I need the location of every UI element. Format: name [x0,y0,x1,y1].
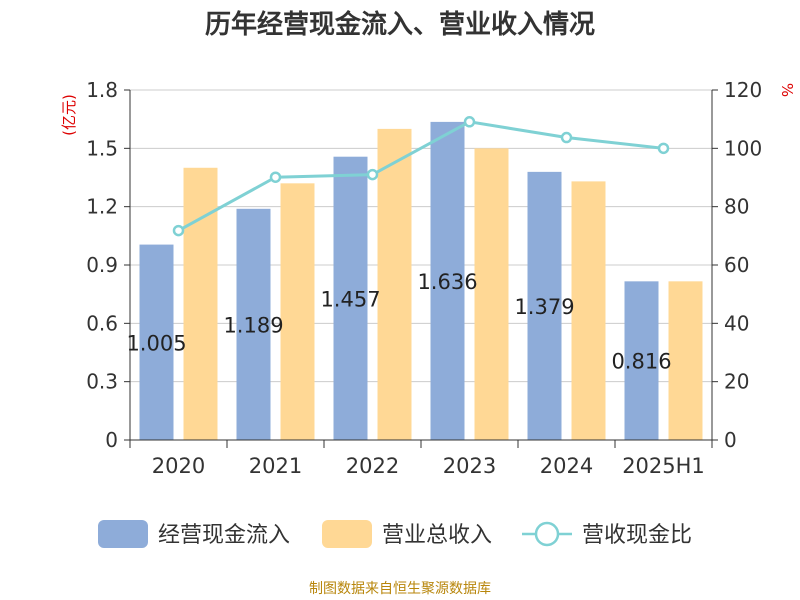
ratio-point [269,171,282,183]
bar-cash-inflow [430,121,465,440]
y-left-tick-label: 0 [105,428,118,452]
ratio-point [366,168,379,181]
data-label-cash-inflow: 1.005 [126,331,186,355]
y-left-tick-label: 0.3 [86,370,118,394]
x-tick-label: 2022 [346,454,399,478]
legend-marker [534,521,560,547]
legend-item[interactable]: 营收现金比 [522,521,692,548]
y-right-tick-label: 40 [724,311,749,335]
x-tick-label: 2025H1 [622,454,705,478]
ratio-line-path [177,120,664,232]
bar-revenue [377,128,412,440]
bar-cash-inflow [236,208,271,440]
data-label-cash-inflow: 1.379 [514,295,574,319]
data-label-cash-inflow: 1.189 [223,313,283,337]
bars [139,121,703,441]
y-left-tick-label: 0.6 [86,311,118,335]
x-tick-label: 2024 [540,454,593,478]
axes: 0 0.3 0.6 0.9 1.2 1.5 1.8 0 20 40 60 80 100 120 (亿元)% 2… [60,78,796,478]
bar-revenue [280,183,315,441]
data-label-cash-inflow: 1.457 [320,287,380,311]
bar-revenue [474,148,509,441]
legend-swatch [322,520,372,548]
ratio-line [172,116,670,237]
gridlines [130,89,712,383]
bar-cash-inflow [333,156,368,440]
ratio-point [463,116,476,128]
y-right-unit-label: % [778,83,796,97]
ratio-point [657,142,670,155]
source-note: 制图数据来自恒生聚源数据库 [309,581,491,597]
y-left-tick-label: 1.2 [86,195,118,219]
y-right-tick-label: 0 [724,428,737,452]
legend-label: 营收现金比 [582,523,692,548]
data-label-cash-inflow: 0.816 [611,350,671,374]
legend-swatch [98,520,148,548]
y-right-tick-label: 80 [724,195,749,219]
x-tick-label: 2023 [443,454,496,478]
y-right-tick-label: 100 [724,136,762,160]
y-right-tick-label: 20 [724,370,749,394]
y-right-tick-label: 120 [724,78,762,102]
y-right-tick-label: 60 [724,253,749,277]
ratio-point [172,224,185,237]
y-left-tick-label: 0.9 [86,253,118,277]
ratio-point [560,131,573,144]
bar-cash-inflow [624,281,659,440]
x-tick-label: 2020 [152,454,205,478]
legend-item[interactable]: 营业总收入 [322,520,492,548]
y-left-unit-label: (亿元) [60,94,78,136]
bar-revenue [571,181,606,440]
x-tick-label: 2021 [249,454,302,478]
data-labels: 1.005 1.189 1.457 1.636 1.379 0.816 [126,270,671,374]
bar-cash-inflow [139,244,174,440]
bar-cash-inflow [527,171,562,440]
legend-item[interactable]: 经营现金流入 [98,520,290,548]
legend-label: 经营现金流入 [158,523,290,548]
chart-title: 历年经营现金流入、营业收入情况 [204,10,595,40]
y-left-tick-label: 1.8 [86,78,118,102]
bar-revenue [668,281,703,440]
y-left-tick-label: 1.5 [86,136,118,160]
bar-revenue [183,167,218,440]
data-label-cash-inflow: 1.636 [417,270,477,294]
legend-label: 营业总收入 [382,523,492,548]
legend: 经营现金流入 营业总收入 营收现金比 [98,520,692,548]
